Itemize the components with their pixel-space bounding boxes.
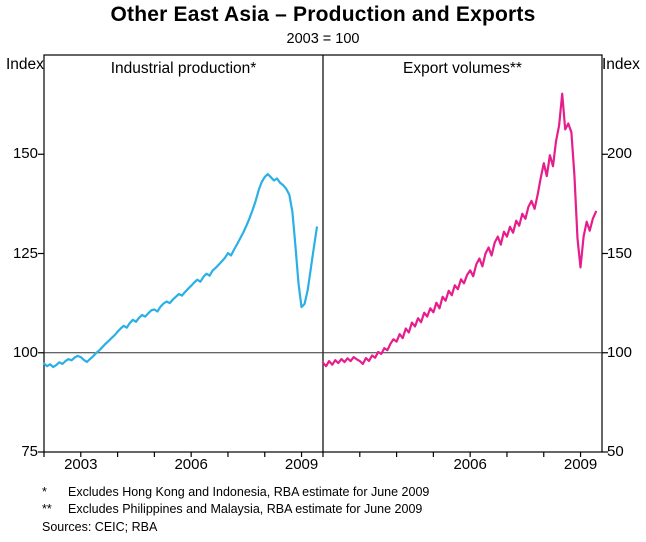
x-axis-tick-2009-panel0: 2009 [284,456,319,473]
right-axis-tick-100: 100 [607,343,633,361]
footnote-2-text: Excludes Philippines and Malaysia, RBA e… [68,502,423,516]
left-axis-tick-75: 75 [21,443,38,460]
footnotes-block: * Excludes Hong Kong and Indonesia, RBA … [42,484,622,536]
right-axis-tick-200: 200 [607,145,633,163]
chart-title: Other East Asia – Production and Exports [110,3,536,26]
left-axis-tick-100: 100 [12,343,38,361]
sources-line: Sources: CEIC; RBA [42,520,158,534]
panel-title-industrial-production: Industrial production* [110,60,257,77]
left-axis-tick-150: 150 [12,145,38,163]
x-axis-tick-2006-panel1: 2006 [453,456,487,473]
x-axis-tick-2003-panel0: 2003 [64,456,98,473]
footnote-2-marker: ** [42,502,52,516]
left-axis-tick-125: 125 [12,244,38,262]
left-axis-title: Index [6,56,44,73]
x-axis-tick-2009-panel1: 2009 [563,456,598,473]
right-axis-tick-150: 150 [607,244,633,262]
right-axis-title: Index [602,56,640,73]
x-axis-tick-2006-panel0: 2006 [174,456,208,473]
footnote-1: * Excludes Hong Kong and Indonesia, RBA … [42,484,622,501]
panel-title-export-volumes: Export volumes** [403,60,522,77]
footnote-1-marker: * [42,485,47,499]
right-axis-tick-50: 50 [607,443,624,460]
footnote-1-text: Excludes Hong Kong and Indonesia, RBA es… [68,485,430,499]
chart-subtitle: 2003 = 100 [286,31,360,47]
footnote-2: ** Excludes Philippines and Malaysia, RB… [42,501,622,518]
